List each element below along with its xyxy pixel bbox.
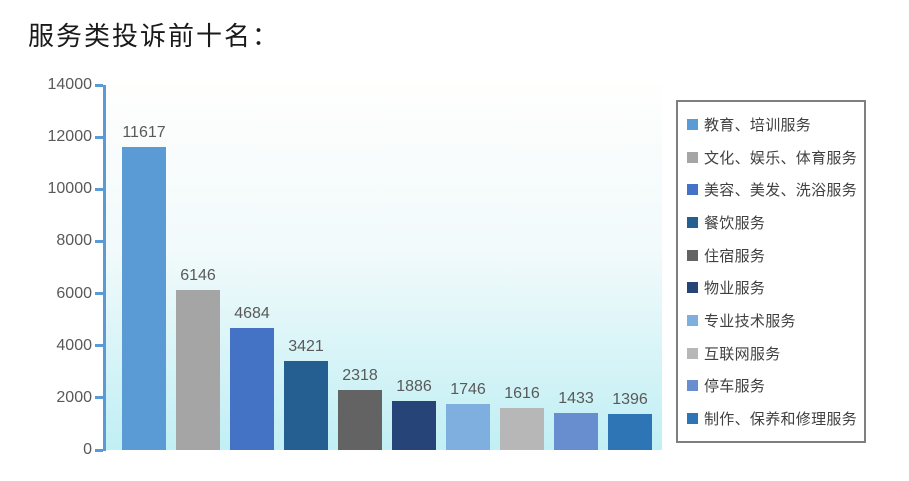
legend-label: 教育、培训服务 bbox=[704, 116, 812, 134]
bar-文化、娱乐、体育服务 bbox=[176, 289, 220, 450]
legend-swatch-icon bbox=[687, 347, 698, 359]
y-axis-tick-mark bbox=[95, 396, 103, 400]
y-axis-tick-label: 8000 bbox=[56, 232, 92, 250]
y-axis-tick-label: 14000 bbox=[47, 76, 93, 93]
legend-item-物业服务: 物业服务 bbox=[687, 277, 862, 298]
y-axis-tick-label: 0 bbox=[83, 441, 92, 458]
y-axis-tick-mark bbox=[95, 83, 103, 87]
legend-label: 餐饮服务 bbox=[704, 214, 766, 232]
legend-label: 物业服务 bbox=[704, 280, 766, 298]
y-axis-tick-label: 12000 bbox=[47, 128, 93, 146]
bar-value-label: 4684 bbox=[234, 304, 270, 322]
legend-label: 停车服务 bbox=[704, 378, 766, 396]
bar-value-label: 1616 bbox=[504, 384, 540, 402]
legend-item-专业技术服务: 专业技术服务 bbox=[687, 310, 862, 331]
bar-value-label: 1746 bbox=[450, 381, 486, 399]
legend-label: 互联网服务 bbox=[704, 345, 781, 363]
bar-value-label: 1396 bbox=[612, 390, 648, 408]
legend-item-互联网服务: 互联网服务 bbox=[687, 343, 862, 364]
legend-label: 美容、美发、洗浴服务 bbox=[704, 182, 858, 200]
bar-value-label: 3421 bbox=[288, 337, 324, 355]
legend-item-美容、美发、洗浴服务: 美容、美发、洗浴服务 bbox=[687, 179, 862, 200]
y-axis-tick-mark bbox=[95, 448, 103, 452]
legend-label: 文化、娱乐、体育服务 bbox=[704, 149, 858, 167]
bar-value-label: 2318 bbox=[342, 366, 378, 384]
chart-title: 服务类投诉前十名： bbox=[28, 21, 281, 51]
legend-swatch-icon bbox=[687, 249, 698, 261]
bar-制作、保养和修理服务 bbox=[608, 413, 652, 450]
bar-value-label: 11617 bbox=[122, 124, 166, 142]
bar-餐饮服务 bbox=[284, 360, 328, 450]
y-axis-tick-label: 4000 bbox=[56, 336, 92, 354]
bar-物业服务 bbox=[392, 400, 436, 450]
bar-停车服务 bbox=[554, 412, 598, 450]
legend-swatch-icon bbox=[687, 151, 698, 163]
legend-swatch-icon bbox=[687, 216, 698, 228]
y-axis-tick-label: 2000 bbox=[56, 388, 92, 406]
y-axis-tick-label: 6000 bbox=[56, 284, 92, 302]
legend-item-教育、培训服务: 教育、培训服务 bbox=[687, 114, 862, 135]
y-axis-tick-mark bbox=[95, 135, 103, 139]
legend-label: 制作、保养和修理服务 bbox=[704, 411, 858, 429]
y-axis-tick-label: 10000 bbox=[47, 180, 93, 198]
legend-swatch-icon bbox=[687, 118, 698, 130]
y-axis-tick-mark bbox=[95, 187, 103, 191]
bar-教育、培训服务 bbox=[122, 147, 166, 450]
legend-swatch-icon bbox=[687, 380, 698, 392]
legend-swatch-icon bbox=[687, 314, 698, 326]
legend-item-文化、娱乐、体育服务: 文化、娱乐、体育服务 bbox=[687, 147, 862, 168]
bar-互联网服务 bbox=[500, 407, 544, 450]
bar-value-label: 1433 bbox=[558, 389, 594, 407]
bar-value-label: 6146 bbox=[180, 266, 216, 284]
legend-label: 专业技术服务 bbox=[704, 312, 796, 330]
y-axis-tick-mark bbox=[95, 239, 103, 243]
y-axis-tick-mark bbox=[95, 292, 103, 296]
legend-swatch-icon bbox=[687, 282, 698, 294]
legend-item-制作、保养和修理服务: 制作、保养和修理服务 bbox=[687, 408, 862, 429]
legend-item-餐饮服务: 餐饮服务 bbox=[687, 212, 862, 233]
legend-swatch-icon bbox=[687, 184, 698, 196]
bar-专业技术服务 bbox=[446, 404, 490, 450]
legend-swatch-icon bbox=[687, 413, 698, 425]
legend-item-住宿服务: 住宿服务 bbox=[687, 245, 862, 266]
bar-美容、美发、洗浴服务 bbox=[230, 327, 274, 450]
bar-住宿服务 bbox=[338, 389, 382, 450]
legend: 教育、培训服务文化、娱乐、体育服务 美容、美发、洗浴服务 餐饮服务住宿服务物业服务专… bbox=[676, 100, 866, 443]
plot-area: 11617 6146 4684 3421 2318 1886 1746 1616 1433 139… bbox=[106, 85, 662, 450]
legend-item-停车服务: 停车服务 bbox=[687, 375, 862, 396]
y-axis-line bbox=[103, 85, 106, 451]
legend-label: 住宿服务 bbox=[704, 247, 766, 265]
y-axis-tick-mark bbox=[95, 344, 103, 348]
bar-value-label: 1886 bbox=[396, 377, 432, 395]
